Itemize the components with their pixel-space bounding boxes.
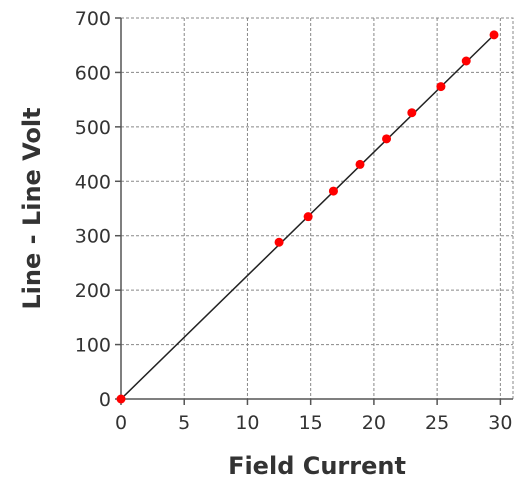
x-tick-label: 10	[235, 412, 259, 434]
grid-lines	[120, 17, 513, 400]
data-series	[116, 30, 499, 404]
y-tick-label: 200	[75, 280, 111, 302]
y-tick-label: 500	[75, 117, 111, 139]
y-tick-label: 600	[75, 62, 111, 84]
y-tick-label: 0	[99, 389, 111, 411]
data-point	[382, 134, 392, 144]
x-tick-label: 25	[425, 412, 449, 434]
data-point	[116, 394, 126, 404]
x-tick-label: 30	[488, 412, 512, 434]
y-tick-label: 300	[75, 226, 111, 248]
data-point	[489, 30, 499, 40]
x-tick-label: 5	[178, 412, 190, 434]
x-tick-label: 15	[299, 412, 323, 434]
x-tick-label: 20	[362, 412, 386, 434]
y-axis-title: Line - Line Volt	[18, 107, 46, 309]
data-point	[355, 159, 365, 169]
y-tick-label: 700	[75, 8, 111, 30]
data-point	[303, 212, 313, 222]
x-axis-title: Field Current	[228, 452, 406, 480]
data-point	[407, 108, 417, 118]
axes	[115, 17, 514, 405]
x-tick-label: 0	[115, 412, 127, 434]
y-tick-label: 100	[75, 335, 111, 357]
y-tick-label: 400	[75, 171, 111, 193]
data-point	[274, 237, 284, 247]
data-point	[461, 56, 471, 66]
data-point	[436, 82, 446, 92]
data-point	[328, 186, 338, 196]
